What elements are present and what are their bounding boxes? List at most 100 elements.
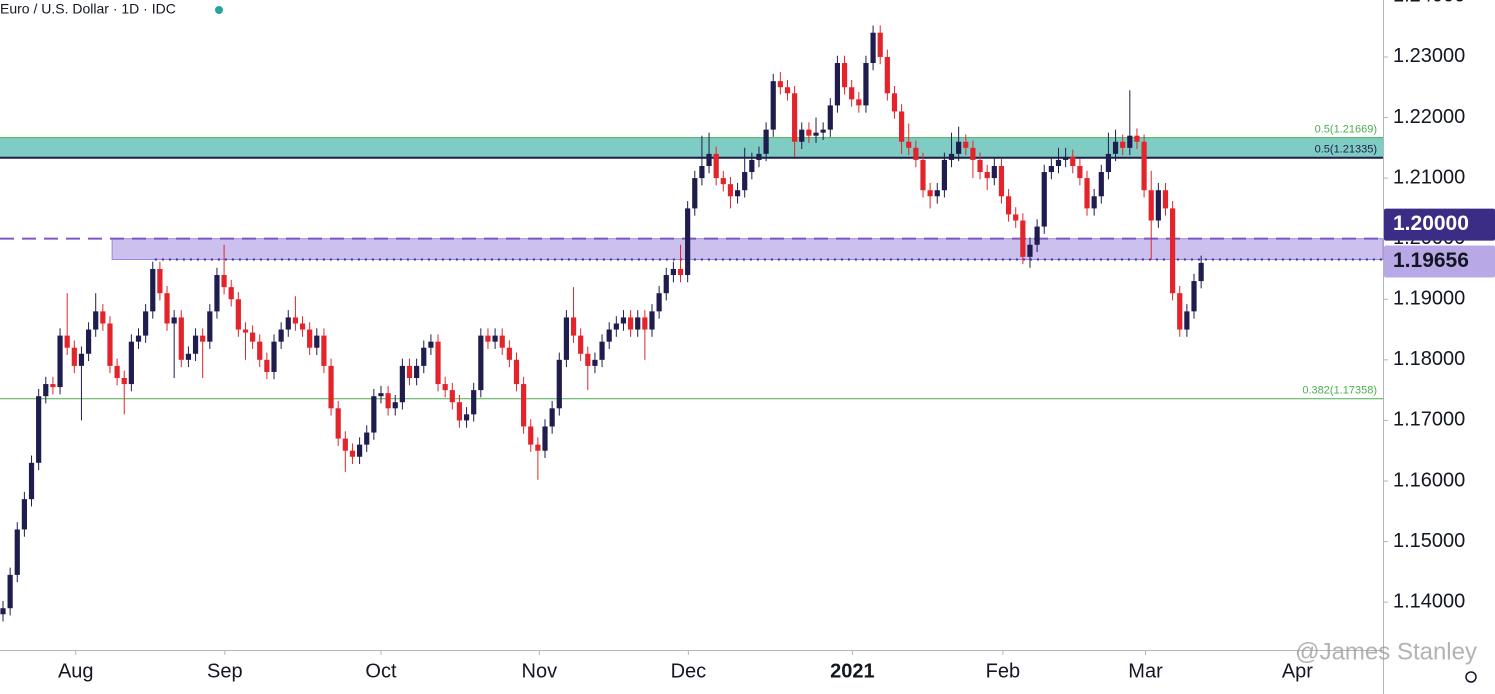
candle-body [121, 378, 127, 385]
candle-body [200, 335, 206, 342]
candle-body [214, 275, 220, 312]
candle-body [250, 332, 256, 342]
candle-body [1162, 190, 1169, 209]
candle-body [977, 159, 983, 173]
x-tick-label: Dec [671, 660, 707, 682]
candle-body [998, 165, 1005, 197]
x-tick-label: Apr [1282, 660, 1313, 682]
candle-body [734, 190, 741, 197]
x-tick-label: Nov [522, 660, 558, 682]
candle-body [228, 287, 234, 300]
candle-body [235, 299, 241, 330]
candle-body [991, 165, 997, 179]
candle-body [763, 129, 769, 154]
candle-body [499, 335, 505, 348]
candle-body [1134, 135, 1140, 142]
y-tick-label: 1.23000 [1393, 45, 1465, 67]
candle-body [649, 311, 655, 330]
candle-body [884, 56, 890, 94]
candle-body [178, 317, 184, 360]
x-tick-label: Mar [1128, 660, 1163, 682]
candle-body [820, 129, 826, 133]
candle-body [271, 341, 277, 372]
candle-body [891, 93, 898, 112]
candle-body [257, 341, 263, 360]
candle-body [135, 335, 142, 342]
candle-body [492, 335, 498, 342]
candle-body [207, 311, 213, 342]
candle-body [706, 153, 712, 166]
candle-body [1034, 226, 1040, 245]
candle-body [934, 190, 940, 197]
candle-body [549, 408, 555, 427]
zone [111, 238, 1384, 261]
candle-body [813, 132, 819, 136]
level-label: 0.382(1.17358) [1302, 385, 1377, 397]
candle-body [307, 329, 313, 348]
candle-body [242, 329, 249, 333]
candle-body [1020, 220, 1026, 257]
candle-body [927, 190, 933, 197]
candle-body [670, 268, 676, 276]
candle-body [941, 159, 947, 191]
axes: 1.24000 1.23000 1.22000 1.21000 1.20000 1.190… [58, 0, 1495, 682]
settings-gear[interactable] [1465, 671, 1477, 683]
candle-body [107, 323, 113, 366]
candle-body [827, 105, 833, 130]
settings-icon[interactable] [1465, 671, 1477, 683]
candle-body [663, 275, 669, 294]
candle-body [50, 384, 56, 388]
y-tick-label: 1.22000 [1393, 106, 1465, 128]
candle-body [442, 384, 448, 391]
candle-body [449, 390, 455, 403]
candle-body [877, 32, 883, 57]
candle-body [1191, 281, 1197, 312]
candle-body [863, 63, 869, 106]
candle-body [1091, 196, 1097, 209]
y-tick-label: 1.14000 [1393, 590, 1465, 612]
candle-body [71, 347, 77, 366]
candle-body [521, 384, 527, 427]
candle-body [592, 359, 598, 366]
candle-body [192, 335, 199, 354]
candle-body [1084, 178, 1090, 209]
candle-body [899, 111, 905, 142]
candle-body [485, 335, 491, 342]
price-tag-label: 1.19656 [1393, 249, 1469, 272]
candle-body [349, 450, 356, 457]
chart-title: Euro / U.S. Dollar · 1D · IDC [0, 1, 176, 17]
watermark: @James Stanley [1295, 638, 1477, 665]
candle-body [806, 129, 812, 136]
candle-body [627, 317, 634, 330]
candle-body [792, 93, 798, 142]
candle-body [720, 178, 726, 185]
x-tick-label: Sep [207, 660, 243, 682]
level-label: 0.5(1.21335) [1315, 144, 1377, 156]
candle-body [685, 208, 691, 276]
y-tick-label: 1.21000 [1393, 166, 1465, 188]
candle-body [314, 335, 320, 348]
candle-body [185, 353, 192, 360]
candle-body [542, 426, 548, 451]
candle-body [506, 347, 512, 360]
candle-body [1070, 156, 1076, 166]
candle-body [171, 317, 177, 324]
candle-body [1041, 172, 1047, 227]
candle-body [1063, 156, 1069, 160]
candle-body [956, 141, 962, 154]
candle-body [264, 359, 270, 372]
candle-body [1127, 135, 1133, 148]
candle-body [463, 414, 470, 421]
candle-body [1184, 311, 1190, 330]
candle-body [906, 141, 912, 148]
x-tick-label: Oct [365, 660, 397, 682]
candle-body [378, 393, 384, 397]
candle-body [948, 153, 955, 160]
candle-body [1027, 244, 1033, 257]
candle-body [1198, 262, 1204, 282]
candle-body [421, 347, 427, 366]
candle-body [642, 317, 648, 330]
candle-body [471, 390, 477, 415]
candle-body [406, 365, 413, 379]
